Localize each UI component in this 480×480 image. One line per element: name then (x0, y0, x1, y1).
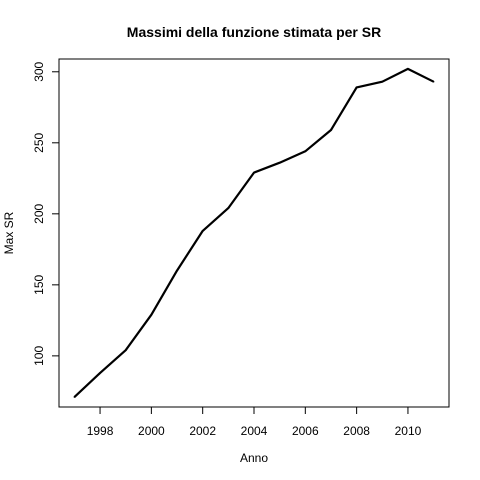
data-point (99, 372, 101, 374)
data-point (278, 161, 281, 164)
y-axis-label: Max SR (2, 211, 16, 254)
plot-area-frame (58, 58, 450, 408)
chart-title: Massimi della funzione stimata per SR (127, 24, 381, 40)
data-point (407, 68, 409, 70)
data-point (432, 80, 435, 83)
x-tick-label: 1998 (87, 424, 114, 438)
data-point (201, 230, 204, 232)
y-tick-label: 200 (32, 203, 46, 223)
data-point (355, 86, 358, 89)
x-axis-label: Anno (240, 451, 268, 465)
data-point (73, 396, 76, 398)
y-axis: 100 150 200 250 300 (32, 61, 60, 366)
data-point (176, 269, 178, 272)
data-point (227, 207, 230, 209)
data-point (150, 313, 153, 316)
x-tick-label: 2008 (343, 424, 370, 438)
x-tick-label: 2010 (395, 424, 422, 438)
x-axis: 1998 2000 2002 2004 2006 2008 2010 (87, 406, 422, 438)
data-point (330, 129, 332, 131)
series-line (73, 67, 435, 398)
y-tick-label: 150 (32, 275, 46, 295)
x-tick-label: 2002 (189, 424, 216, 438)
data-point (381, 80, 384, 83)
data-point (124, 349, 127, 351)
series-group (73, 67, 435, 398)
x-tick-label: 2000 (138, 424, 165, 438)
x-tick-label: 2004 (241, 424, 268, 438)
data-point (253, 171, 255, 174)
y-tick-label: 100 (32, 346, 46, 366)
y-tick-label: 250 (32, 132, 46, 152)
x-tick-label: 2006 (292, 424, 319, 438)
y-tick-label: 300 (32, 61, 46, 81)
data-point (304, 150, 307, 153)
